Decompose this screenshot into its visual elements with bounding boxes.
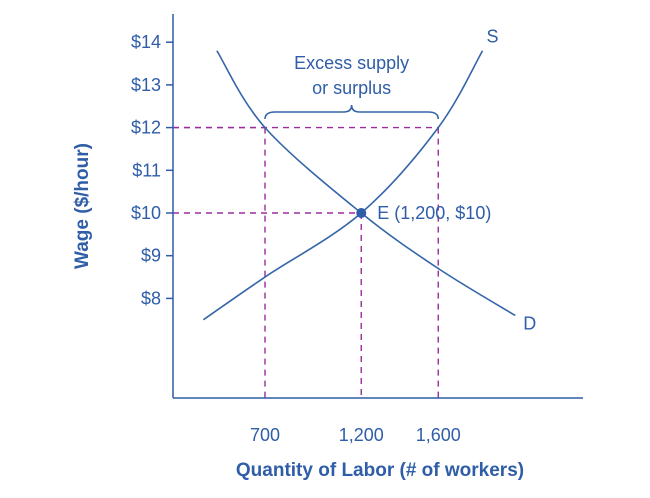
x-tick-label: 1,200	[339, 425, 384, 445]
x-tick-label: 700	[250, 425, 280, 445]
y-tick-label: $8	[141, 288, 161, 308]
surplus-brace	[264, 104, 440, 120]
y-tick-label: $13	[131, 75, 161, 95]
x-ticks: 700 1,200 1,600	[250, 425, 461, 445]
equilibrium: E (1,200, $10)	[356, 203, 491, 223]
series-label-s: S	[487, 27, 499, 47]
equilibrium-label: E (1,200, $10)	[377, 203, 491, 223]
axes	[172, 14, 583, 399]
annotation-line: Excess supply	[294, 53, 409, 73]
y-tick-label: $14	[131, 32, 161, 52]
annotation-line: or surplus	[312, 78, 391, 98]
y-tick-label: $12	[131, 118, 161, 138]
y-ticks: $8 $9 $10 $11 $12 $13 $14	[131, 32, 173, 308]
x-axis-title: Quantity of Labor (# of workers)	[236, 460, 524, 481]
guide-lines	[173, 126, 439, 398]
surplus-annotation: Excess supply or surplus	[264, 53, 440, 120]
y-tick-label: $9	[141, 246, 161, 266]
equilibrium-point	[356, 208, 367, 218]
series-label-d: D	[523, 313, 536, 333]
x-tick-label: 1,600	[416, 425, 461, 445]
y-tick-label: $10	[131, 203, 161, 223]
y-axis-title: Wage ($/hour)	[72, 143, 93, 269]
y-tick-label: $11	[132, 160, 161, 180]
